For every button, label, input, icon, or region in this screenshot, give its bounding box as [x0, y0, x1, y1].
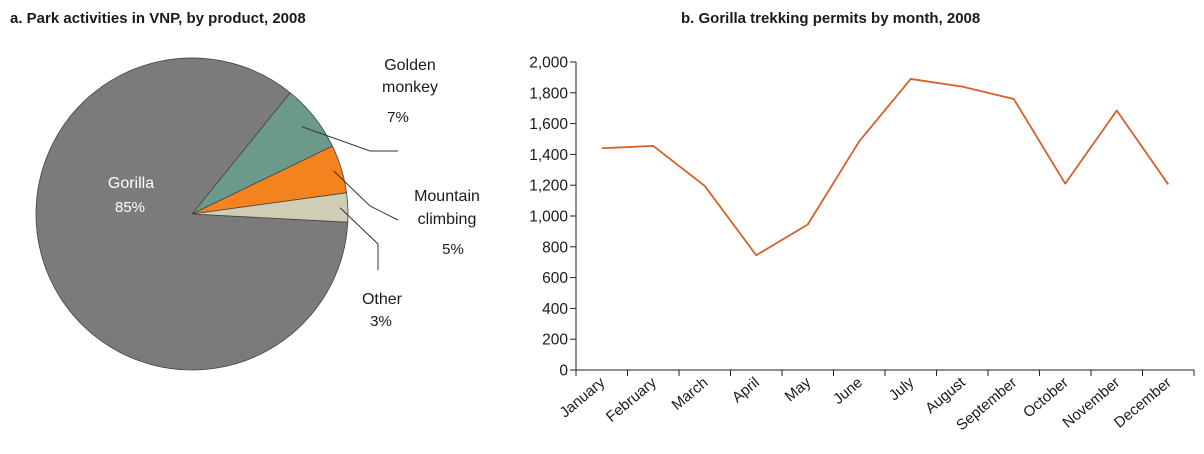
x-tick-label: February [603, 374, 660, 426]
y-tick-label: 400 [542, 301, 568, 318]
y-tick-label: 1,600 [529, 116, 568, 133]
x-tick-label: December [1111, 374, 1175, 432]
y-tick-label: 800 [542, 239, 568, 256]
x-tick-label: January [557, 374, 609, 422]
line-chart: 0 200 400 600 800 1,000 1,200 1,400 1,600 1,800 2,… [529, 55, 1195, 434]
line-chart-title: b. Gorilla trekking permits by month, 20… [681, 10, 981, 27]
y-tick-label: 1,000 [529, 209, 568, 226]
x-tick-label: April [729, 374, 763, 406]
pie-slice-gorilla [35, 57, 349, 371]
y-tick-label: 200 [542, 332, 568, 349]
y-tick-label: 1,400 [529, 147, 568, 164]
x-tick-label: May [782, 374, 815, 406]
pie-label-other: Other [362, 291, 403, 308]
pie-leader-line [339, 207, 379, 270]
pie-pct-gorilla: 85% [115, 199, 145, 216]
pie-pct-mountain-climbing: 5% [442, 241, 464, 258]
pie-label-golden-monkey: Golden [384, 57, 436, 74]
x-tick-label: June [830, 374, 866, 408]
y-tick-label: 2,000 [529, 55, 568, 72]
x-tick-label: March [668, 374, 711, 414]
pie-label-mountain-climbing: Mountain [414, 188, 480, 205]
y-tick-label: 600 [542, 270, 568, 287]
pie-leader-line [301, 126, 398, 152]
pie-label-golden-monkey: monkey [382, 79, 438, 96]
pie-pct-other: 3% [370, 313, 392, 330]
pie-leader-line [333, 170, 399, 221]
permits-series-line [601, 78, 1169, 257]
pie-slice-other [191, 192, 349, 223]
pie-pct-golden-monkey: 7% [387, 109, 409, 126]
y-tick-label: 1,200 [529, 178, 568, 195]
y-tick-label: 0 [559, 363, 568, 380]
y-tick-label: 1,800 [529, 85, 568, 102]
x-tick-label: August [922, 374, 969, 418]
pie-label-gorilla: Gorilla [108, 175, 154, 192]
x-tick-label: July [886, 374, 918, 404]
pie-label-mountain-climbing: climbing [418, 211, 477, 228]
pie-chart-title: a. Park activities in VNP, by product, 2… [10, 10, 306, 27]
pie-chart: Gorilla 85% Golden monkey 7% Mountain climbing… [35, 57, 480, 371]
